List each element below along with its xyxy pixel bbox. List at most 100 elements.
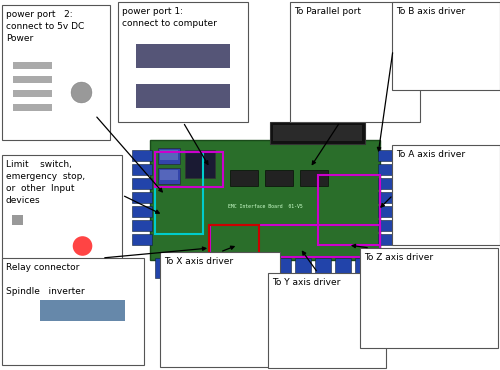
Bar	[293, 36, 328, 115]
Bar	[332, 325, 372, 343]
Text: Spindle   inverter: Spindle inverter	[6, 287, 84, 296]
Bar	[430, 325, 448, 342]
Bar	[210, 225, 380, 257]
Bar	[5, 49, 107, 136]
Bar	[395, 165, 497, 241]
Bar	[158, 168, 180, 184]
Bar	[221, 340, 236, 360]
Bar	[255, 258, 271, 278]
Bar	[386, 325, 404, 342]
Text: emergency  stop,: emergency stop,	[6, 172, 85, 181]
Bar	[436, 276, 482, 298]
Bar	[168, 316, 208, 336]
Bar	[295, 258, 311, 278]
Bar	[400, 30, 436, 48]
Text: To X axis driver: To X axis driver	[164, 257, 233, 266]
Circle shape	[63, 226, 102, 266]
Circle shape	[72, 236, 92, 256]
Bar	[276, 327, 316, 343]
Text: To A axis driver: To A axis driver	[396, 150, 465, 159]
Bar	[132, 234, 152, 245]
Text: To Z axis driver: To Z axis driver	[364, 253, 433, 262]
Bar	[183, 340, 198, 360]
Bar	[195, 258, 211, 278]
Bar	[436, 302, 482, 321]
Bar	[400, 174, 436, 195]
Bar	[291, 346, 306, 362]
Text: connect to computer: connect to computer	[122, 19, 217, 28]
Bar	[395, 22, 497, 86]
Bar	[13, 104, 52, 111]
Bar	[378, 150, 398, 161]
Bar	[392, 2, 500, 90]
Bar	[464, 222, 478, 239]
Bar	[451, 172, 487, 195]
Bar	[265, 170, 293, 186]
Bar	[378, 206, 398, 217]
Bar	[8, 222, 47, 260]
Bar	[136, 44, 230, 68]
Bar	[160, 150, 178, 160]
Bar	[451, 51, 487, 67]
Text: To Parallel port: To Parallel port	[294, 7, 361, 16]
Bar	[378, 192, 398, 203]
Bar	[447, 222, 461, 239]
Bar	[132, 192, 152, 203]
Text: Limit    switch,: Limit switch,	[6, 160, 72, 169]
Bar	[155, 152, 203, 234]
Circle shape	[71, 82, 92, 103]
Bar	[160, 252, 280, 367]
Bar	[132, 206, 152, 217]
Bar	[370, 277, 416, 298]
Bar	[370, 305, 416, 321]
Text: or  other  Input: or other Input	[6, 184, 74, 193]
Bar	[481, 70, 495, 84]
Bar	[332, 31, 413, 94]
Bar	[378, 178, 398, 189]
Bar	[464, 70, 478, 84]
Bar	[345, 105, 395, 113]
Bar	[400, 53, 436, 67]
Bar	[2, 155, 122, 285]
Polygon shape	[10, 293, 22, 350]
Bar	[164, 340, 180, 360]
Bar	[273, 125, 362, 141]
Bar	[378, 234, 398, 245]
Bar	[35, 296, 133, 354]
Bar	[272, 346, 287, 362]
Text: connect to 5v DC: connect to 5v DC	[6, 22, 84, 31]
Bar	[155, 258, 171, 278]
Bar	[328, 346, 344, 362]
Text: power port 1:: power port 1:	[122, 7, 183, 16]
Text: Power: Power	[6, 34, 33, 43]
Bar	[271, 293, 383, 364]
Bar	[318, 175, 380, 245]
Bar	[150, 140, 380, 260]
Bar	[10, 58, 56, 127]
Bar	[226, 313, 266, 336]
Bar	[451, 199, 487, 218]
Bar	[270, 122, 365, 144]
Text: To Y axis driver: To Y axis driver	[272, 278, 340, 287]
Bar	[366, 346, 381, 362]
Bar	[400, 202, 436, 218]
Bar	[358, 94, 382, 105]
Bar	[276, 302, 316, 322]
Bar	[363, 268, 495, 344]
Bar	[338, 36, 408, 86]
Text: To B axis driver: To B axis driver	[396, 7, 465, 16]
Bar	[131, 41, 235, 73]
Bar	[310, 346, 325, 362]
Bar	[2, 258, 144, 365]
Bar	[300, 170, 328, 186]
Bar	[175, 258, 191, 278]
Bar	[430, 70, 444, 84]
Bar	[481, 222, 495, 239]
Bar	[202, 340, 218, 360]
Bar	[132, 164, 152, 175]
Bar	[13, 62, 52, 69]
Bar	[364, 325, 382, 342]
Text: Relay connector: Relay connector	[6, 263, 80, 272]
Bar	[347, 346, 362, 362]
Text: devices: devices	[6, 196, 40, 205]
